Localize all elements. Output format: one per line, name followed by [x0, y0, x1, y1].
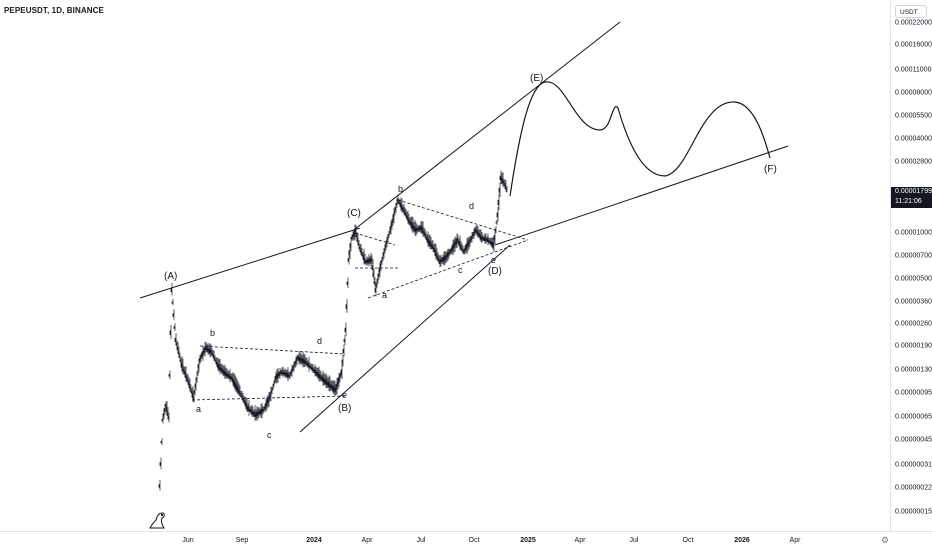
upper-channel-line[interactable]	[139, 227, 361, 299]
wave-sub-d-d: d	[469, 201, 474, 211]
wave-label-F: (F)	[764, 164, 777, 175]
chart-canvas[interactable]: (A) (B) (C) (D) (E) (F) a b c d e a b c …	[0, 0, 890, 531]
price-candles	[158, 170, 508, 491]
wave-sub-a: a	[196, 404, 201, 414]
time-tick: Jul	[629, 537, 639, 544]
trendlines[interactable]	[139, 21, 789, 433]
price-tick: 0.00022000	[895, 19, 932, 27]
price-tick: 0.00001000	[895, 229, 932, 237]
price-tick: 0.00002800	[895, 158, 932, 166]
lower-support-line[interactable]	[494, 145, 789, 246]
time-tick: Jul	[416, 537, 426, 544]
chart-pane[interactable]: (A) (B) (C) (D) (E) (F) a b c d e a b c …	[0, 0, 890, 531]
price-tick: 0.00000700	[895, 252, 932, 260]
time-tick: Apr	[789, 537, 801, 544]
price-tick: 0.00000045	[895, 436, 932, 444]
price-tick: 0.00000015	[895, 508, 932, 516]
price-tick: 0.00000500	[895, 275, 932, 283]
wave-sub-b: b	[210, 328, 215, 338]
price-axis[interactable]: USDT 0.00022000 0.00016000 0.00011000 0.000…	[890, 0, 932, 531]
projection-curve[interactable]	[509, 81, 771, 197]
triangle-d-upper[interactable]	[397, 199, 529, 241]
tradingview-dino-icon[interactable]	[149, 512, 165, 529]
price-tick: 0.00000031	[895, 461, 932, 469]
price-tick: 0.00000095	[895, 389, 932, 397]
time-tick: 2024	[306, 537, 322, 544]
price-tick: 0.00000022	[895, 484, 932, 492]
last-price: 0.00001799	[895, 188, 932, 195]
wave-label-A: (A)	[164, 271, 177, 282]
upper-channel-line-2[interactable]	[354, 21, 621, 230]
wave-label-E: (E)	[530, 73, 543, 84]
wave-label-D: (D)	[488, 266, 502, 277]
price-tick: 0.00000360	[895, 298, 932, 306]
lower-channel-line[interactable]	[299, 244, 511, 433]
symbol-title[interactable]: PEPEUSDT, 1D, BINANCE	[4, 6, 104, 15]
wave-sub-d-e: e	[491, 255, 496, 265]
price-tick: 0.00000065	[895, 413, 932, 421]
wave-sub-d: d	[317, 336, 322, 346]
triangle-d-lower[interactable]	[367, 239, 529, 299]
wave-sub-d-c: c	[458, 265, 463, 275]
wave-label-B: (B)	[338, 403, 351, 414]
last-price-label: 0.00001799 11:21:06	[891, 187, 932, 208]
triangle-b-upper[interactable]	[199, 345, 346, 355]
wave-sub-e: e	[342, 390, 347, 400]
time-tick: Sep	[235, 537, 249, 544]
time-tick: Apr	[574, 537, 586, 544]
time-tick: 2025	[520, 537, 536, 544]
time-tick: 2026	[734, 537, 750, 544]
price-tick: 0.00008000	[895, 89, 932, 97]
price-tick: 0.00005500	[895, 112, 932, 120]
bar-countdown: 11:21:06	[895, 198, 922, 205]
wave-label-C: (C)	[347, 208, 361, 219]
time-tick: Oct	[468, 537, 480, 544]
time-tick: Oct	[682, 537, 694, 544]
time-tick: Apr	[361, 537, 373, 544]
price-tick: 0.00011000	[895, 66, 932, 74]
price-tick: 0.00000130	[895, 366, 932, 374]
wave-sub-d-a: a	[382, 290, 387, 300]
price-tick: 0.00000190	[895, 342, 932, 350]
wave-sub-c: c	[267, 430, 272, 440]
triangle-d-inner-upper[interactable]	[354, 232, 396, 246]
price-tick: 0.00016000	[895, 41, 932, 49]
price-tick: 0.00000260	[895, 320, 932, 328]
gear-icon[interactable]: ⚙	[880, 535, 890, 545]
wave-labels: (A) (B) (C) (D) (E) (F) a b c d e a b c …	[164, 73, 777, 440]
time-axis[interactable]: Jun Sep 2024 Apr Jul Oct 2025 Apr Jul Oct 2026 Apr	[0, 531, 932, 550]
wave-sub-d-b: b	[398, 184, 403, 194]
currency-button[interactable]: USDT	[895, 5, 927, 18]
time-tick: Jun	[182, 537, 194, 544]
price-tick: 0.00004000	[895, 135, 932, 143]
